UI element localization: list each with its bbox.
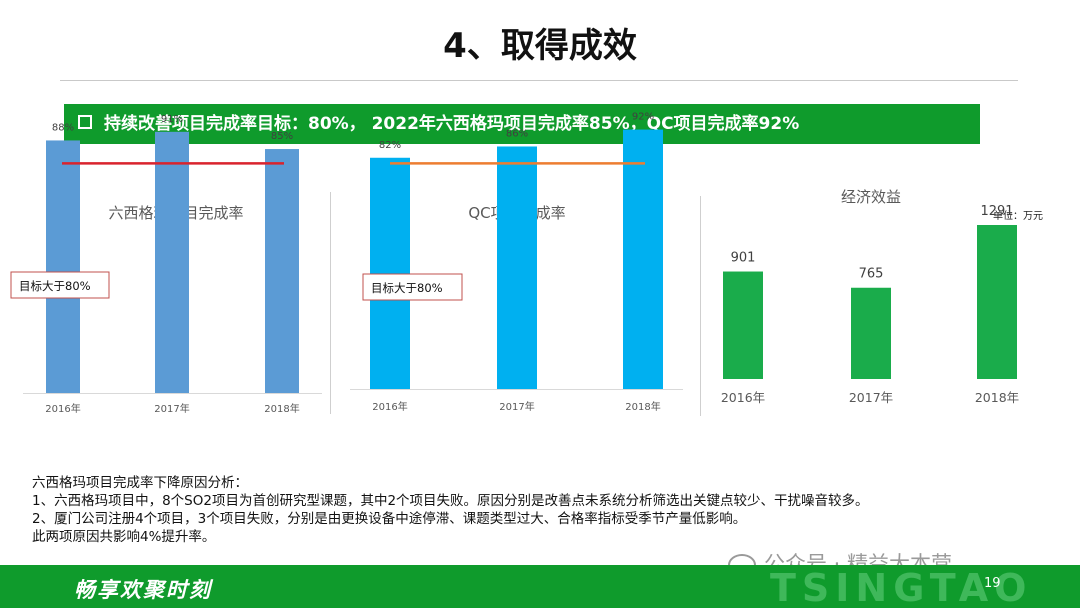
page-number: 19 [984,576,1001,591]
qc-data-label-2: 86% [506,128,528,139]
qc-category-label-1: 2016年 [372,400,407,413]
analysis-line-1: 1、六西格玛项目中，8个SO2项目为首创研究型课题，其中2个项目失败。原因分别是… [32,493,869,509]
six-sigma-category-label-1: 2016年 [45,402,80,415]
six-sigma-category-label-3: 2018年 [264,402,299,415]
qc-category-label-2: 2017年 [499,400,534,413]
analysis-heading: 六西格玛项目完成率下降原因分析： [32,475,248,491]
economic-bar-3 [977,225,1017,379]
economic-category-label-2: 2017年 [849,390,893,405]
footer-slogan: 畅享欢聚时刻 [74,578,212,602]
title-divider [60,80,1018,81]
analysis-line-2: 2、厦门公司注册4个项目，3个项目失败，分别是由更换设备中途停滞、课题类型过大、… [32,511,747,527]
qc-data-label-1: 82% [379,140,401,151]
footer-bar [0,565,1080,608]
economic-data-label-2: 765 [859,267,884,282]
qc-target-box [362,273,463,301]
chart-divider-1 [330,192,331,414]
six-sigma-bar-1 [46,140,80,393]
six-sigma-data-label-2: 91% [161,114,183,125]
six-sigma-bar-2 [155,131,189,393]
six-sigma-target-label: 目标大于80% [19,279,91,293]
analysis-text: 六西格玛项目完成率下降原因分析： 1、六西格玛项目中，8个SO2项目为首创研究型… [32,474,869,546]
six-sigma-data-label-1: 88% [52,122,74,133]
qc-data-label-3: 92% [632,112,654,123]
six-sigma-category-label-2: 2017年 [154,402,189,415]
six-sigma-target-box [10,271,110,299]
qc-bar-3 [623,129,663,389]
chart-divider-2 [700,196,701,416]
economic-chart-title: 经济效益 [841,188,901,206]
economic-data-label-1: 901 [731,251,756,266]
qc-bar-1 [370,157,410,389]
economic-category-label-1: 2016年 [721,390,765,405]
economic-unit-label: 单位：万元 [993,209,1043,222]
six-sigma-data-label-3: 85% [271,131,293,142]
charts-area: 六西格玛项目完成率88%2016年91%2017年85%2018年目标大于80%… [10,112,1043,415]
qc-category-label-3: 2018年 [625,400,660,413]
qc-bar-2 [497,146,537,389]
target-banner: 持续改善项目完成率目标：80%， 2022年六西格玛项目完成率85%，QC项目完… [64,104,980,144]
banner-text: 持续改善项目完成率目标：80%， 2022年六西格玛项目完成率85%，QC项目完… [104,114,800,134]
six-sigma-bar-3 [265,149,299,393]
economic-data-label-3: 1291 [980,204,1013,219]
analysis-line-3: 此两项原因共影响4%提升率。 [32,529,216,545]
economic-category-label-3: 2018年 [975,390,1019,405]
economic-bar-1 [723,271,763,379]
page-title: 4、取得成效 [443,26,637,66]
footer-brand-logo: TSINGTAO [770,566,1033,610]
checkbox-icon [78,115,92,129]
economic-bar-2 [851,287,891,379]
qc-target-label: 目标大于80% [371,281,443,295]
